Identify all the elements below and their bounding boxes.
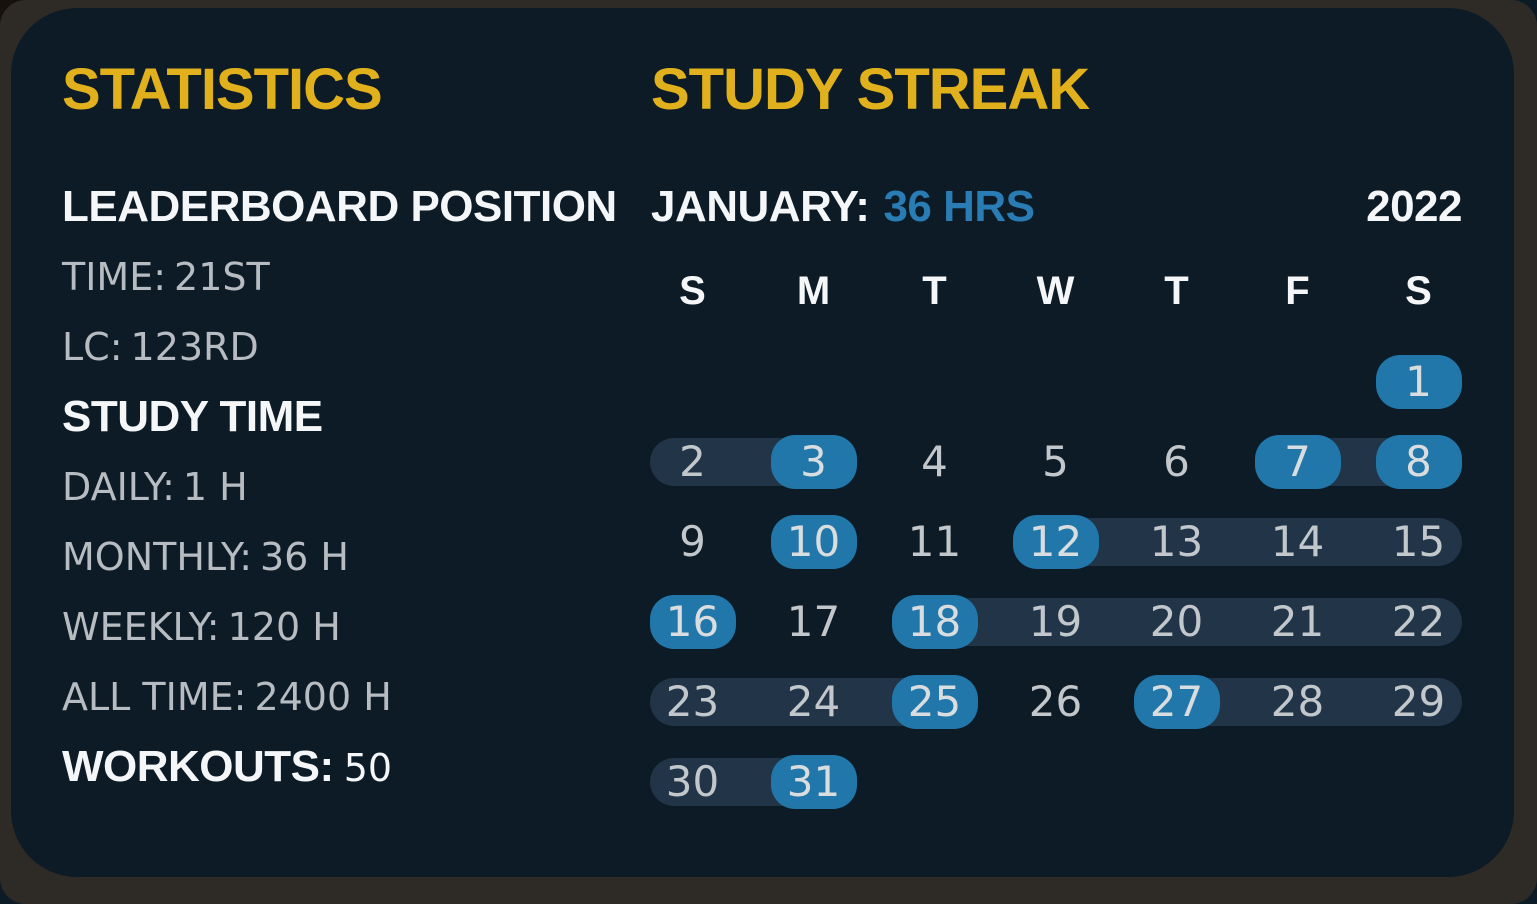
calendar-day-21: 21 xyxy=(1270,597,1325,646)
stat-label: DAILY: xyxy=(62,465,175,509)
leaderboard-heading: LEADERBOARD POSITION xyxy=(62,182,617,231)
calendar-day-3: 3 xyxy=(770,435,857,489)
calendar-day-4: 4 xyxy=(921,437,948,486)
streak-strip xyxy=(891,598,1462,646)
calendar-day-6: 6 xyxy=(1163,437,1190,486)
calendar-day-31: 31 xyxy=(770,755,857,809)
calendar-day-1: 1 xyxy=(1375,355,1462,409)
stat-all-time: ALL TIME: 2400 H xyxy=(62,662,651,732)
weekday-header-3: W xyxy=(1036,268,1075,313)
calendar-day-25: 25 xyxy=(891,675,978,729)
calendar-day-27: 27 xyxy=(1133,675,1220,729)
calendar-day-16: 16 xyxy=(649,595,736,649)
stat-label: MONTHLY: xyxy=(62,535,252,579)
calendar-day-26: 26 xyxy=(1028,677,1083,726)
stat-value: 123RD xyxy=(130,325,259,369)
stat-value: 21ST xyxy=(174,255,270,299)
calendar-week-4: 23 24 25 26 27 28 29 xyxy=(632,662,1479,742)
stat-weekly: WEEKLY: 120 H xyxy=(62,592,651,662)
stat-label: ALL TIME: xyxy=(62,675,247,719)
weekday-header-0: S xyxy=(679,268,706,313)
calendar-day-23: 23 xyxy=(665,677,720,726)
calendar-week-2: 9 10 11 12 13 14 15 xyxy=(632,502,1479,582)
statistics-section: STATISTICS LEADERBOARD POSITION TIME: 21S… xyxy=(62,60,651,877)
statistics-title: STATISTICS xyxy=(62,57,383,122)
stat-label: LC: xyxy=(62,325,123,369)
calendar-week-0: 1 xyxy=(632,342,1479,422)
weekday-header-4: T xyxy=(1164,268,1189,313)
calendar-day-15: 15 xyxy=(1391,517,1446,566)
calendar-weeks: 1 2 3 4 5 6 7 8 9 10 11 12 13 14 15 16 17 18 19 20 21 22 23 24 2… xyxy=(632,342,1479,822)
calendar-day-28: 28 xyxy=(1270,677,1325,726)
study-stats-card: STATISTICS LEADERBOARD POSITION TIME: 21S… xyxy=(11,8,1514,877)
stat-daily: DAILY: 1 H xyxy=(62,452,651,522)
weekday-header-1: M xyxy=(796,268,831,313)
study-time-heading: STUDY TIME xyxy=(62,392,323,441)
calendar-day-20: 20 xyxy=(1149,597,1204,646)
calendar-day-12: 12 xyxy=(1012,515,1099,569)
calendar-day-14: 14 xyxy=(1270,517,1325,566)
stat-value: 2400 H xyxy=(254,675,392,719)
month-summary-row: JANUARY: 36 HRS 2022 xyxy=(651,172,1462,242)
calendar-day-7: 7 xyxy=(1254,435,1341,489)
stat-workouts: WORKOUTS: 50 xyxy=(62,732,651,802)
calendar-day-11: 11 xyxy=(907,517,962,566)
year-label: 2022 xyxy=(1366,182,1462,231)
calendar-week-3: 16 17 18 19 20 21 22 xyxy=(632,582,1479,662)
calendar-day-24: 24 xyxy=(786,677,841,726)
workouts-value: 50 xyxy=(343,746,393,790)
stat-monthly: MONTHLY: 36 H xyxy=(62,522,651,592)
stat-value: 1 H xyxy=(182,465,248,509)
calendar-day-2: 2 xyxy=(679,437,706,486)
calendar-day-19: 19 xyxy=(1028,597,1083,646)
weekday-header-5: F xyxy=(1285,268,1310,313)
calendar-day-5: 5 xyxy=(1042,437,1069,486)
month-summary: JANUARY: 36 HRS xyxy=(651,172,1035,242)
stat-label: TIME: xyxy=(62,255,167,299)
calendar-week-5: 30 31 xyxy=(632,742,1479,822)
calendar-day-13: 13 xyxy=(1149,517,1204,566)
calendar-day-22: 22 xyxy=(1391,597,1446,646)
stat-label: WEEKLY: xyxy=(62,605,220,649)
stat-lc-rank: LC: 123RD xyxy=(62,312,651,382)
stat-time-rank: TIME: 21ST xyxy=(62,242,651,312)
calendar-day-29: 29 xyxy=(1391,677,1446,726)
weekday-header-6: S xyxy=(1405,268,1432,313)
stat-value: 36 H xyxy=(260,535,350,579)
calendar-day-10: 10 xyxy=(770,515,857,569)
study-streak-title: STUDY STREAK xyxy=(651,57,1090,122)
calendar-day-30: 30 xyxy=(665,757,720,806)
calendar-day-9: 9 xyxy=(679,517,706,566)
month-label: JANUARY: xyxy=(651,182,870,231)
workouts-label: WORKOUTS: xyxy=(62,742,334,791)
calendar-day-18: 18 xyxy=(891,595,978,649)
calendar-day-8: 8 xyxy=(1375,435,1462,489)
stat-value: 120 H xyxy=(227,605,341,649)
month-hours: 36 HRS xyxy=(883,182,1035,231)
calendar-day-17: 17 xyxy=(786,597,841,646)
weekday-header-2: T xyxy=(922,268,947,313)
